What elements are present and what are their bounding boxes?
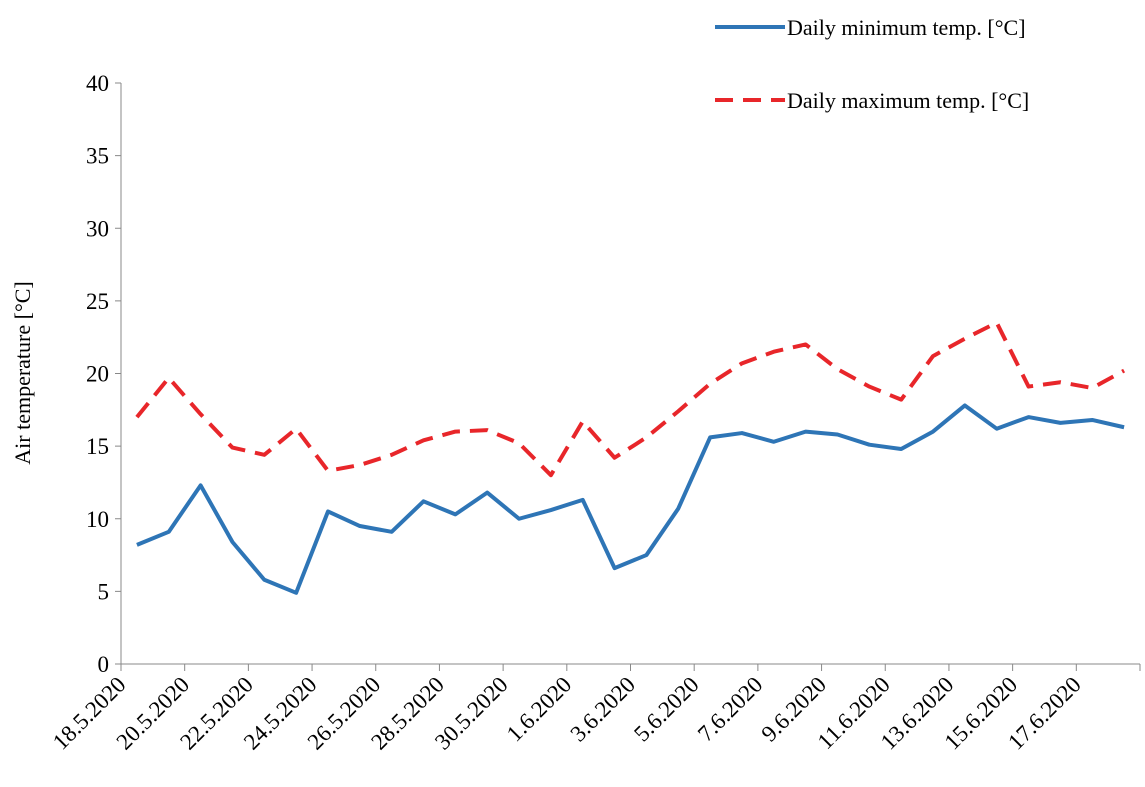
y-tick-label: 20 xyxy=(86,362,109,387)
x-tick-label: 5.6.2020 xyxy=(629,672,704,747)
y-tick-label: 10 xyxy=(86,507,109,532)
y-tick-label: 40 xyxy=(86,71,109,96)
data-line xyxy=(136,403,1125,595)
y-tick-label: 35 xyxy=(86,144,109,169)
x-tick-label: 1.6.2020 xyxy=(502,672,577,747)
x-tick-label: 3.6.2020 xyxy=(565,672,640,747)
legend-label: Daily minimum temp. [°C] xyxy=(787,15,1026,40)
y-tick-label: 30 xyxy=(86,216,109,241)
legend-label: Daily maximum temp. [°C] xyxy=(787,88,1029,113)
data-line xyxy=(135,320,1126,478)
y-axis-label: Air temperature [°C] xyxy=(10,281,35,465)
x-tick-label: 7.6.2020 xyxy=(693,672,768,747)
y-tick-label: 25 xyxy=(86,289,109,314)
y-tick-label: 0 xyxy=(98,652,110,677)
y-tick-label: 15 xyxy=(86,434,109,459)
y-tick-label: 5 xyxy=(98,579,110,604)
